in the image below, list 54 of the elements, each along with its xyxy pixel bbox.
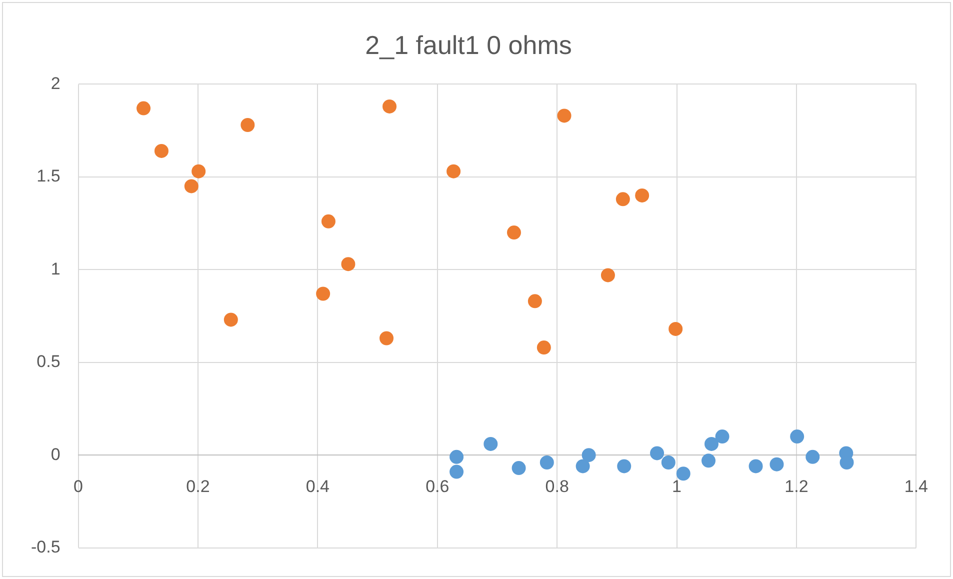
point [806, 450, 820, 464]
point [380, 331, 394, 346]
y-tick-label: 0 [50, 444, 60, 464]
point [450, 464, 464, 479]
point [316, 286, 330, 301]
point [770, 457, 784, 472]
point [582, 448, 596, 462]
x-tick-label: 0.6 [426, 476, 450, 496]
point [450, 450, 464, 464]
point [668, 322, 683, 336]
x-tick-label: 1.4 [904, 476, 928, 496]
point [635, 188, 650, 202]
point [650, 446, 664, 460]
point [617, 459, 632, 474]
y-tick-label: 2 [50, 74, 60, 93]
point [240, 118, 255, 132]
point [748, 459, 763, 474]
point [484, 436, 498, 451]
point [341, 257, 356, 272]
point [528, 294, 542, 308]
x-tick-label: 0.4 [306, 476, 330, 496]
point [506, 226, 521, 240]
point [321, 214, 336, 228]
point [840, 456, 854, 470]
point [446, 164, 461, 178]
y-tick-label: 1 [50, 259, 60, 278]
point [600, 268, 615, 282]
x-tick-label: 1.2 [784, 476, 808, 496]
point [616, 192, 630, 206]
x-tick-label: 1 [672, 476, 682, 496]
x-tick-label: 0.8 [545, 476, 569, 496]
point [715, 430, 730, 444]
point [540, 456, 554, 470]
point [184, 179, 198, 194]
point [512, 461, 526, 476]
x-tick-label: 0 [74, 476, 84, 496]
y-tick-label: 0.5 [36, 352, 60, 372]
point [702, 454, 716, 468]
point [192, 164, 206, 178]
point [224, 312, 238, 327]
point [557, 108, 572, 123]
point [154, 144, 168, 158]
point [676, 466, 690, 481]
point [576, 459, 590, 474]
y-tick-label: 1.5 [36, 166, 60, 186]
point [536, 340, 551, 355]
point [136, 101, 151, 116]
point [704, 436, 718, 451]
point [790, 430, 804, 444]
point [382, 99, 397, 114]
x-tick-label: 0.2 [186, 476, 210, 496]
point [661, 456, 676, 470]
chart-title: 2_1 fault1 0 ohms [365, 30, 572, 60]
y-tick-label: -0.5 [30, 537, 60, 556]
